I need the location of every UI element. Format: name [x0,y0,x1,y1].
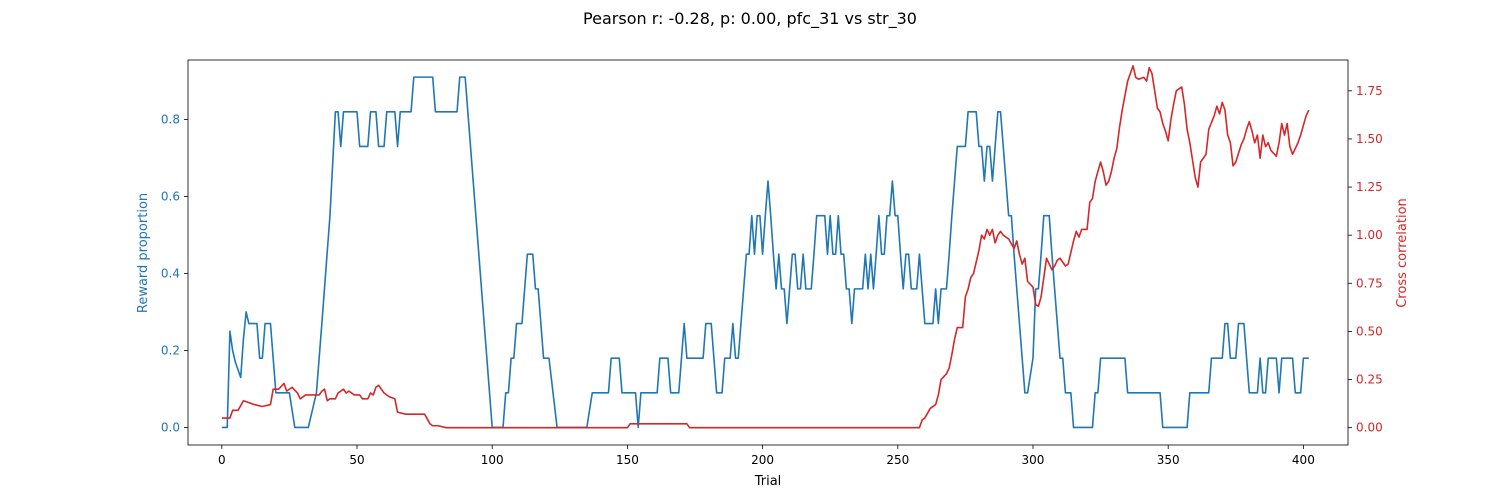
reward-proportion-line [221,76,1309,429]
right-y-tick-label: 1.75 [1356,84,1383,98]
x-tick-label: 50 [349,453,364,467]
x-tick-label: 200 [751,453,774,467]
cross-correlation-line [221,64,1310,429]
x-tick-label: 300 [1022,453,1045,467]
right-y-tick-label: 0.00 [1356,421,1383,435]
left-y-tick-label: 0.2 [161,343,180,357]
chart-title: Pearson r: -0.28, p: 0.00, pfc_31 vs str… [583,9,917,29]
left-axis-label: Reward proportion [136,193,151,313]
x-tick-label: 150 [616,453,639,467]
x-tick-label: 400 [1292,453,1315,467]
right-y-tick-label: 0.75 [1356,276,1383,290]
axis-ticks: 0 50 100 150 200 250 300 350 400 0.0 0.2 0.4 0.6 0.8 0… [161,84,1383,467]
left-y-tick-label: 0.0 [161,420,180,434]
left-y-tick-label: 0.8 [161,112,180,126]
right-y-tick-label: 1.50 [1356,132,1383,146]
x-tick-label: 350 [1157,453,1180,467]
left-y-tick-label: 0.4 [161,266,180,280]
x-axis-label: Trial [754,474,782,489]
right-y-tick-label: 1.00 [1356,228,1383,242]
x-tick-label: 100 [481,453,504,467]
plot-area [221,64,1310,429]
left-y-tick-label: 0.6 [161,189,180,203]
x-tick-label: 0 [218,453,226,467]
right-y-tick-label: 1.25 [1356,180,1383,194]
x-tick-label: 250 [886,453,909,467]
right-y-tick-label: 0.25 [1356,373,1383,387]
right-y-tick-label: 0.50 [1356,324,1383,338]
axes-frame [187,59,1349,446]
right-axis-label: Cross correlation [1395,198,1410,308]
